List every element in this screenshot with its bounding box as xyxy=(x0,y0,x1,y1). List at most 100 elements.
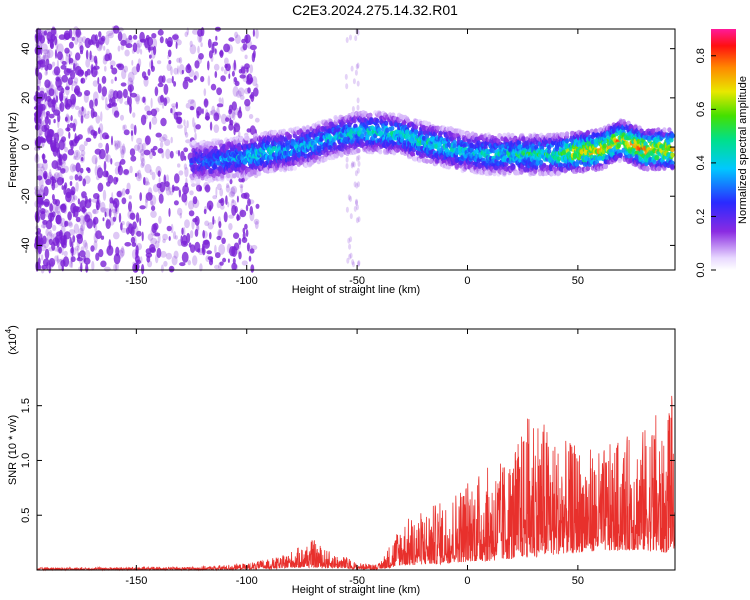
spectrogram-noise-speckle xyxy=(163,83,169,95)
spectrogram-noise-speckle xyxy=(129,104,132,114)
spectrogram-noise-speckle xyxy=(56,247,60,253)
spectrogram-noise-speckle xyxy=(104,211,107,218)
spectrogram-signal-cell xyxy=(239,135,244,141)
spectrogram-noise-speckle xyxy=(216,235,222,241)
spectrogram-noise-speckle xyxy=(254,220,259,230)
spectrogram-noise-speckle xyxy=(215,186,218,198)
spectrogram-noise-speckle xyxy=(53,247,60,252)
spectrogram-noise-speckle xyxy=(354,170,358,177)
spectrogram-noise-speckle xyxy=(212,215,215,225)
spectrogram-noise-speckle xyxy=(66,79,70,90)
spectrogram-noise-speckle xyxy=(114,143,119,151)
spectrogram-noise-speckle xyxy=(170,223,174,234)
spectrogram-noise-speckle xyxy=(65,86,70,91)
spectrogram-noise-speckle xyxy=(349,34,352,41)
spectrogram-noise-speckle xyxy=(52,237,59,247)
spectrogram-noise-speckle xyxy=(73,223,80,234)
spectrogram-noise-speckle xyxy=(228,37,235,42)
spectrogram-signal-cell xyxy=(375,118,380,124)
spectrogram-noise-speckle xyxy=(136,230,142,237)
spectrogram-signal-cell xyxy=(670,152,675,158)
spectrogram-noise-speckle xyxy=(67,221,70,227)
spectrogram-noise-speckle xyxy=(162,238,166,244)
spectrogram-noise-speckle xyxy=(244,54,248,60)
spectrogram-noise-speckle xyxy=(75,245,80,251)
spectrogram-noise-speckle xyxy=(210,83,217,91)
spectrogram-noise-speckle xyxy=(230,186,236,197)
spectrogram-noise-speckle xyxy=(100,207,107,213)
spectrogram-noise-speckle xyxy=(52,224,57,231)
spectrogram-noise-speckle xyxy=(355,217,359,224)
spectrogram-noise-speckle xyxy=(131,131,134,142)
spectrogram-noise-speckle xyxy=(219,188,224,197)
spectrogram-noise-speckle xyxy=(46,95,52,103)
spectrogram-noise-speckle xyxy=(44,175,50,184)
spectrogram-noise-speckle xyxy=(232,62,237,72)
spectrogram-noise-speckle xyxy=(234,80,240,87)
spectrogram-noise-speckle xyxy=(52,69,59,76)
spectrogram-noise-speckle xyxy=(38,32,43,42)
spectrogram-noise-speckle xyxy=(141,96,147,103)
spectrogram-noise-speckle xyxy=(77,198,81,205)
spectrogram-noise-speckle xyxy=(156,60,162,65)
spectrogram-noise-speckle xyxy=(202,239,210,245)
spectrogram-noise-speckle xyxy=(105,219,111,230)
spectrogram-noise-speckle xyxy=(184,166,189,178)
spectrogram-noise-speckle xyxy=(117,249,124,259)
spectrogram-noise-speckle xyxy=(151,33,157,39)
spectrogram-noise-speckle xyxy=(177,207,183,216)
spectrogram-noise-speckle xyxy=(172,34,179,40)
spectrogram-noise-speckle xyxy=(159,141,164,149)
spectrogram-noise-speckle xyxy=(97,127,101,135)
spectrogram-noise-speckle xyxy=(46,231,53,242)
spectrogram-noise-speckle xyxy=(59,230,64,241)
spectrogram-noise-speckle xyxy=(45,228,49,237)
spectrogram-noise-speckle xyxy=(184,31,189,38)
spectrogram-noise-speckle xyxy=(40,166,45,172)
spectrogram-noise-speckle xyxy=(224,63,228,69)
spectrogram-noise-speckle xyxy=(65,188,72,199)
spectrogram-noise-speckle xyxy=(178,64,185,75)
snr-x-tick-label: -100 xyxy=(236,575,258,587)
spectrogram-noise-speckle xyxy=(105,154,112,163)
spectrogram-noise-speckle xyxy=(209,121,213,131)
spectrogram-noise-speckle xyxy=(147,260,153,268)
spectrogram-noise-speckle xyxy=(136,137,143,145)
spectrogram-noise-speckle xyxy=(178,170,184,176)
spectrogram-noise-speckle xyxy=(356,104,360,111)
spectrogram-noise-speckle xyxy=(351,161,355,168)
spectrogram-noise-speckle xyxy=(121,227,127,233)
spectrogram-noise-speckle xyxy=(178,189,182,198)
spectrogram-noise-speckle xyxy=(202,230,208,239)
spectrogram-noise-speckle xyxy=(145,198,148,209)
spectrogram-noise-speckle xyxy=(147,46,155,51)
spectrogram-noise-speckle xyxy=(48,212,55,222)
spectrogram-signal-cell xyxy=(435,125,441,131)
spectrogram-noise-speckle xyxy=(239,209,247,218)
spectrogram-noise-speckle xyxy=(165,185,172,196)
svg-text:(x104): (x104) xyxy=(4,325,19,355)
spectrogram-noise-speckle xyxy=(247,198,251,207)
spectrogram-x-label: Height of straight line (km) xyxy=(292,284,420,296)
spectrogram-noise-speckle xyxy=(355,198,358,205)
spectrogram-noise-speckle xyxy=(114,161,121,167)
spectrogram-noise-speckle xyxy=(40,224,47,229)
spectrogram-noise-speckle xyxy=(242,231,246,240)
spectrogram-noise-speckle xyxy=(128,195,132,200)
spectrogram-noise-speckle xyxy=(167,49,172,58)
spectrogram-noise-speckle xyxy=(110,90,116,96)
spectrogram-noise-speckle xyxy=(59,103,62,111)
spectrogram-noise-speckle xyxy=(158,193,164,204)
spectrogram-noise-speckle xyxy=(136,40,143,48)
spectrogram-noise-speckle xyxy=(151,116,158,125)
spectrogram-noise-speckle xyxy=(45,58,50,66)
spectrogram-noise-speckle xyxy=(345,156,349,163)
spectrogram-noise-speckle xyxy=(189,190,194,196)
spectrogram-noise-speckle xyxy=(188,210,195,217)
spectrogram-noise-speckle xyxy=(114,111,120,116)
spectrogram-noise-speckle xyxy=(36,175,43,181)
spectrogram-noise-speckle xyxy=(52,97,56,108)
spectrogram-noise-speckle xyxy=(74,174,79,181)
spectrogram-noise-speckle xyxy=(179,262,186,267)
spectrogram-noise-speckle xyxy=(223,43,231,53)
